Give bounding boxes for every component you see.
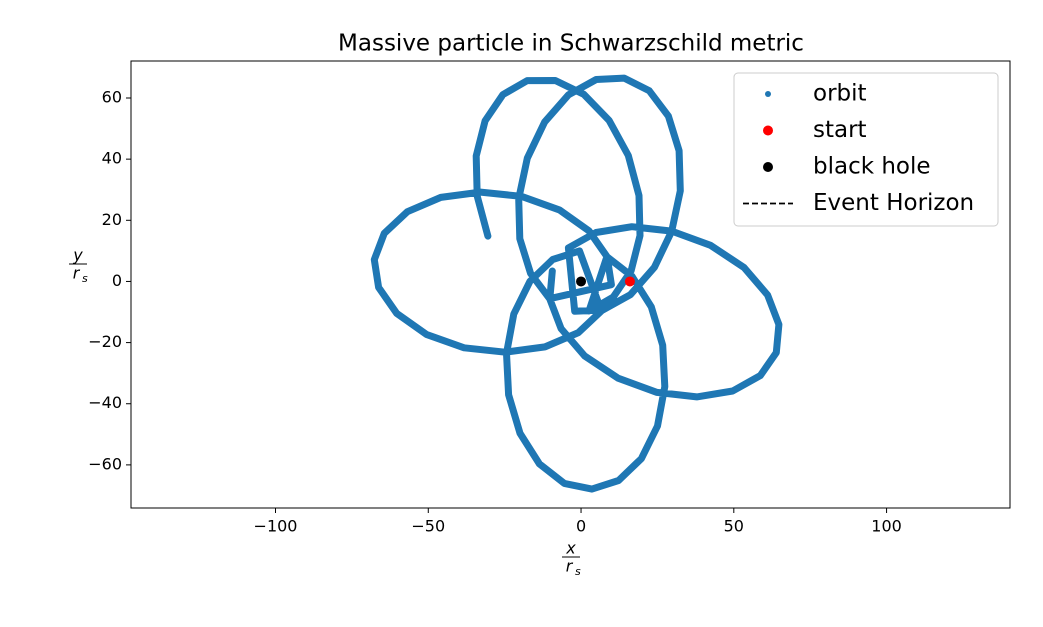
x-tick-label: 100 [871,517,902,536]
event-horizon [577,277,585,285]
y-tick-label: −20 [88,332,122,351]
legend-label: black hole [813,154,931,180]
y-tick-label: 60 [102,87,122,106]
x-axis-label: x r s [562,539,581,578]
y-tick-label: 40 [102,149,122,168]
legend-box [733,72,999,227]
legend-label: Event Horizon [813,190,974,216]
y-axis-label: y r s [69,246,88,285]
x-tick-label: −100 [254,517,298,536]
y-label-sub: s [82,272,88,285]
y-tick-label: −60 [88,454,122,473]
legend-label: start [813,117,867,143]
orbit-path [370,74,783,493]
y-tick-label: 20 [102,210,122,229]
x-tick-label: −50 [411,517,445,536]
legend-swatch [763,162,773,172]
legend-swatch [763,125,773,136]
plot-frame [130,60,1011,509]
x-tick-label: 0 [576,517,586,536]
y-label-num: y [72,246,83,265]
x-label-num: x [565,539,576,558]
y-tick-label: 0 [112,271,122,290]
plot-area [370,74,783,493]
x-label-den: r [566,557,574,576]
y-tick-label: −40 [88,393,122,412]
legend: orbit start black hole Event Horizon [733,72,999,227]
chart-title: Massive particle in Schwarzschild metric [338,31,804,57]
legend-label: orbit [813,81,867,107]
x-label-sub: s [575,565,581,578]
x-tick-label: 50 [724,517,744,536]
y-label-den: r [73,264,81,283]
legend-swatch [765,91,771,97]
point [624,276,635,287]
